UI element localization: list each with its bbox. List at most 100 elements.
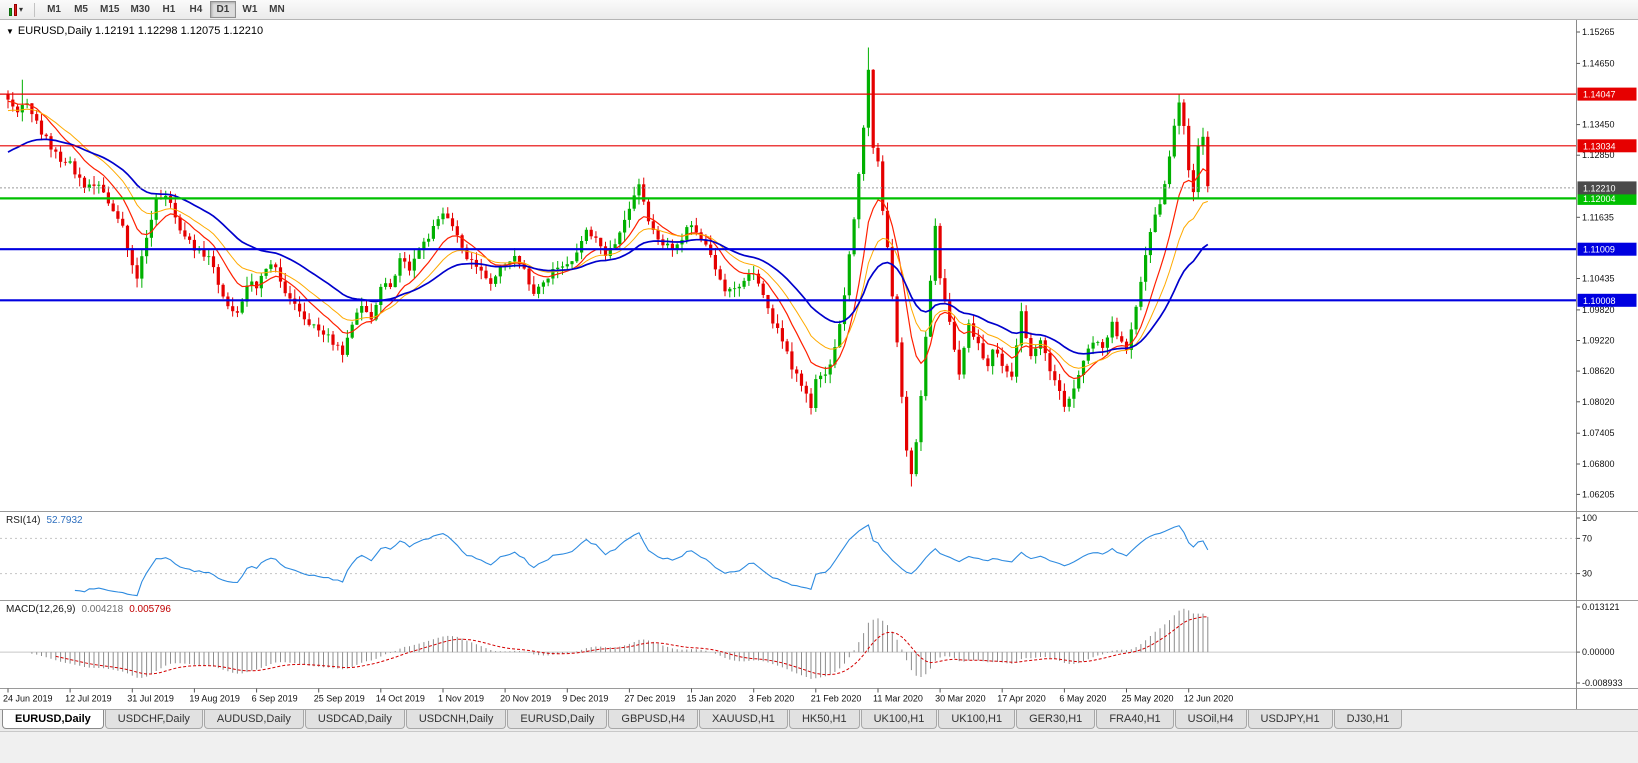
candle-body [49, 136, 53, 150]
candle-body [575, 252, 579, 262]
timeframe-button-m30[interactable]: M30 [125, 1, 154, 18]
candle-body [991, 349, 995, 367]
date-label: 12 Jul 2019 [65, 694, 112, 704]
candle-body [278, 267, 283, 282]
candle-body [125, 225, 130, 249]
price-label-bg [1577, 293, 1637, 307]
chart-tab-ger30-h1[interactable]: GER30,H1 [1016, 710, 1096, 729]
candle-body [608, 248, 612, 256]
candle-glyph-bar [9, 7, 12, 16]
date-label: 12 Jun 2020 [1184, 694, 1234, 704]
chart-tab-fra40-h1[interactable]: FRA40,H1 [1096, 710, 1174, 729]
candle-body [1167, 156, 1172, 185]
candle-body [269, 264, 273, 269]
timeframe-button-h1[interactable]: H1 [156, 1, 182, 18]
candle-body [666, 243, 670, 246]
candle-body [1005, 365, 1009, 372]
chart-tab-hk50-h1[interactable]: HK50,H1 [788, 710, 860, 729]
timeframe-button-m15[interactable]: M15 [95, 1, 124, 18]
chart-tab-usdchf-daily[interactable]: USDCHF,Daily [104, 710, 203, 729]
candle-body [938, 225, 942, 279]
candle-body [842, 295, 847, 325]
timeframe-button-m5[interactable]: M5 [68, 1, 94, 18]
price-label-text: 1.11009 [1583, 245, 1615, 255]
candle-body [231, 306, 235, 312]
timeframe-button-m1[interactable]: M1 [41, 1, 67, 18]
chart-tab-dj30-h1[interactable]: DJ30,H1 [1333, 710, 1403, 729]
candle-body [331, 334, 335, 345]
candle-body [771, 308, 775, 324]
macd-signal-line [55, 616, 1208, 676]
candle-body [211, 256, 216, 268]
timeframe-button-h4[interactable]: H4 [183, 1, 209, 18]
candle-body [537, 286, 541, 294]
status-bar [0, 731, 1638, 763]
candle-body [173, 202, 177, 218]
date-label: 9 Dec 2019 [562, 694, 608, 704]
chart-background [0, 20, 1638, 709]
candle-body [761, 283, 765, 295]
chart-tab-uk100-h1[interactable]: UK100,H1 [938, 710, 1016, 729]
candle-body [422, 241, 426, 251]
candle-body [341, 345, 345, 355]
candle-body [885, 210, 890, 248]
candle-body [603, 246, 608, 256]
candle-body [876, 147, 880, 162]
candle-body [1048, 353, 1052, 372]
candle-body [398, 258, 402, 276]
chart-tab-usdjpy-h1[interactable]: USDJPY,H1 [1247, 710, 1333, 729]
candle-body [183, 230, 187, 237]
candle-body [1129, 329, 1133, 350]
candle-body [1058, 380, 1062, 391]
candle-body [1201, 136, 1205, 147]
chart-tab-uk100-h1[interactable]: UK100,H1 [860, 710, 938, 729]
candle-body [785, 341, 789, 352]
candle-body [1115, 321, 1119, 337]
candle-body [1120, 336, 1124, 342]
timeframe-button-w1[interactable]: W1 [237, 1, 263, 18]
candle-body [670, 243, 674, 249]
candle-body [613, 244, 617, 248]
candle-body [149, 219, 153, 238]
chart-tab-eurusd-daily[interactable]: EURUSD,Daily [507, 710, 608, 729]
date-label: 11 Mar 2020 [873, 694, 923, 704]
candle-body [646, 201, 651, 222]
candle-body [1019, 311, 1023, 346]
candle-body [809, 393, 813, 408]
price-label-bg [1577, 191, 1637, 205]
chart-tab-usdcad-daily[interactable]: USDCAD,Daily [304, 710, 405, 729]
chart-canvas[interactable]: 1.15265 1.14650 1.13450 1.12850 1.11635 1.104… [0, 20, 1638, 709]
candle-body [924, 336, 928, 397]
timeframe-button-d1[interactable]: D1 [209, 1, 236, 18]
chart-tab-audusd-daily[interactable]: AUDUSD,Daily [203, 710, 304, 729]
candle-body [866, 69, 870, 128]
candle-body [498, 266, 502, 277]
chart-tab-usoil-h4[interactable]: USOil,H4 [1174, 710, 1247, 729]
candle-body [857, 174, 861, 220]
candle-body [417, 250, 421, 259]
candle-body [59, 151, 63, 162]
candle-body [957, 349, 961, 375]
candle-body [833, 347, 837, 365]
chart-tab-xauusd-h1[interactable]: XAUUSD,H1 [698, 710, 788, 729]
chart-type-button[interactable]: ▾ [4, 1, 28, 18]
candle-body [379, 286, 383, 305]
timeframe-button-mn[interactable]: MN [264, 1, 290, 18]
candle-body [216, 267, 220, 285]
candle-body [121, 218, 125, 226]
candle-body [355, 312, 359, 325]
candle-body [981, 343, 985, 359]
candle-body [675, 244, 679, 249]
rsi-tick-label: 30 [1582, 569, 1592, 579]
candle-body [154, 198, 158, 220]
chart-tab-usdcnh-daily[interactable]: USDCNH,Daily [405, 710, 507, 729]
candle-body [192, 239, 196, 251]
candle-body [1101, 342, 1105, 348]
candle-body [689, 225, 694, 228]
chart-tab-gbpusd-h4[interactable]: GBPUSD,H4 [608, 710, 698, 729]
price-tick-label: 1.15265 [1582, 27, 1615, 37]
candle-body [737, 286, 741, 289]
candle-body [766, 295, 770, 309]
candle-body [102, 184, 106, 193]
chart-tab-eurusd-daily[interactable]: EURUSD,Daily [2, 710, 104, 729]
